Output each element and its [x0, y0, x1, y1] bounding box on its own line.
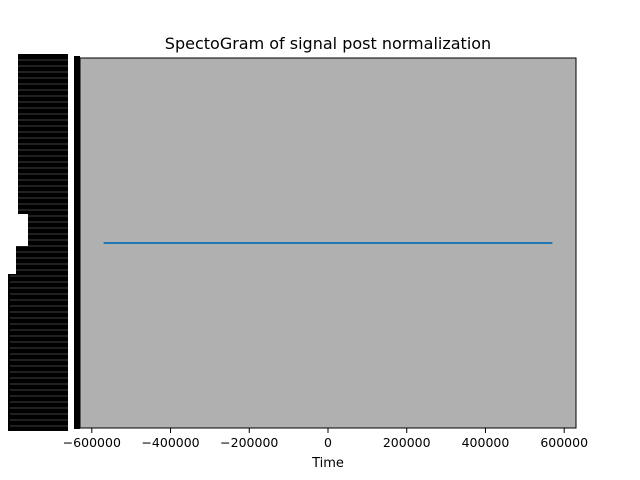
y-tick-labels-overlap-block [8, 274, 68, 431]
y-tick-marks-dense [74, 56, 80, 429]
y-tick-labels-overlap-block [18, 54, 68, 214]
chart-title: SpectoGram of signal post normalization [165, 34, 491, 53]
x-tick-label: 400000 [462, 435, 510, 450]
x-tick-label: 600000 [540, 435, 588, 450]
x-tick-label: 0 [324, 435, 332, 450]
x-tick-label: −200000 [220, 435, 278, 450]
x-axis-label: Time [311, 456, 344, 471]
y-tick-labels-overlap-block [16, 246, 68, 276]
y-tick-labels-overlap-block [28, 210, 68, 250]
x-axis-ticks: −600000 −400000 −200000 0 200000 400000 600000 [63, 428, 588, 450]
x-tick-label: −600000 [63, 435, 121, 450]
x-tick-label: −400000 [141, 435, 199, 450]
y-axis-tick-labels-overlapping [8, 54, 80, 431]
x-tick-label: 200000 [383, 435, 431, 450]
